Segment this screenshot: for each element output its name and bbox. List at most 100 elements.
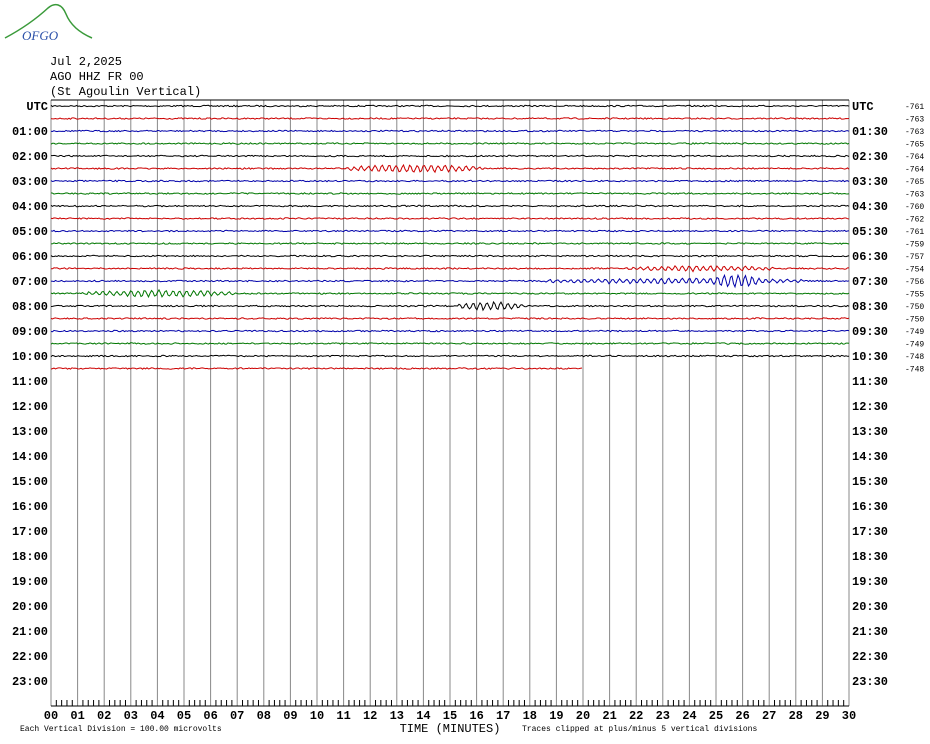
left-hour-label: 04:00 bbox=[12, 200, 48, 214]
trace bbox=[50, 104, 850, 108]
right-hour-label: 06:30 bbox=[852, 250, 888, 264]
trace-offset: -749 bbox=[905, 328, 924, 337]
right-hour-label: 11:30 bbox=[852, 375, 888, 389]
x-tick-label: 26 bbox=[735, 709, 749, 723]
left-hour-label: 03:00 bbox=[12, 175, 48, 189]
x-tick-label: 02 bbox=[97, 709, 111, 723]
left-hour-label: 14:00 bbox=[12, 450, 48, 464]
trace-offset: -763 bbox=[905, 116, 924, 125]
x-tick-label: 01 bbox=[70, 709, 84, 723]
trace-offset: -765 bbox=[905, 178, 924, 187]
right-hour-label: 05:30 bbox=[852, 225, 888, 239]
left-hour-label: 20:00 bbox=[12, 600, 48, 614]
trace bbox=[50, 204, 850, 208]
left-hour-label: 06:00 bbox=[12, 250, 48, 264]
trace bbox=[50, 192, 850, 195]
right-hour-label: 19:30 bbox=[852, 575, 888, 589]
right-hour-label: 15:30 bbox=[852, 475, 888, 489]
left-hour-label: 13:00 bbox=[12, 425, 48, 439]
left-hour-label: 17:00 bbox=[12, 525, 48, 539]
x-tick-label: 20 bbox=[576, 709, 590, 723]
x-tick-label: 15 bbox=[443, 709, 457, 723]
trace-offset: -762 bbox=[905, 216, 924, 225]
left-hour-label: 12:00 bbox=[12, 400, 48, 414]
trace-offset: -765 bbox=[905, 141, 924, 150]
right-hour-label: 20:30 bbox=[852, 600, 888, 614]
x-axis-title: TIME (MINUTES) bbox=[400, 722, 501, 736]
x-tick-label: 27 bbox=[762, 709, 776, 723]
right-hour-label: 03:30 bbox=[852, 175, 888, 189]
x-tick-label: 22 bbox=[629, 709, 643, 723]
right-hour-label: UTC bbox=[852, 100, 874, 114]
right-hour-label: 02:30 bbox=[852, 150, 888, 164]
clip-note: Traces clipped at plus/minus 5 vertical … bbox=[522, 725, 757, 734]
left-hour-label: 22:00 bbox=[12, 650, 48, 664]
trace bbox=[50, 229, 850, 233]
trace bbox=[50, 329, 850, 333]
x-tick-label: 29 bbox=[815, 709, 829, 723]
right-hour-label: 07:30 bbox=[852, 275, 888, 289]
left-hour-label: 11:00 bbox=[12, 375, 48, 389]
x-tick-label: 08 bbox=[257, 709, 271, 723]
trace bbox=[50, 354, 849, 358]
right-hour-label: 14:30 bbox=[852, 450, 888, 464]
trace bbox=[51, 154, 850, 158]
logo-text: OFGO bbox=[22, 28, 59, 43]
trace bbox=[50, 163, 850, 174]
location: (St Agoulin Vertical) bbox=[50, 85, 201, 99]
x-tick-label: 05 bbox=[177, 709, 191, 723]
right-hour-label: 01:30 bbox=[852, 125, 888, 139]
x-tick-label: 30 bbox=[842, 709, 856, 723]
left-hour-label: 15:00 bbox=[12, 475, 48, 489]
right-hour-label: 16:30 bbox=[852, 500, 888, 514]
trace-offset: -755 bbox=[905, 291, 924, 300]
right-hour-label: 22:30 bbox=[852, 650, 888, 664]
trace-offset: -763 bbox=[905, 191, 924, 200]
x-tick-label: 25 bbox=[709, 709, 723, 723]
x-tick-label: 24 bbox=[682, 709, 696, 723]
right-hour-label: 21:30 bbox=[852, 625, 888, 639]
trace bbox=[50, 129, 850, 133]
x-tick-label: 14 bbox=[416, 709, 430, 723]
trace-offset: -757 bbox=[905, 253, 924, 262]
trace-offset: -763 bbox=[905, 128, 924, 137]
trace bbox=[50, 254, 850, 258]
x-tick-label: 09 bbox=[283, 709, 297, 723]
x-tick-label: 11 bbox=[336, 709, 350, 723]
trace-offset: -764 bbox=[905, 166, 924, 175]
date: Jul 2,2025 bbox=[50, 55, 122, 69]
trace-offset: -761 bbox=[905, 228, 924, 237]
right-hour-label: 18:30 bbox=[852, 550, 888, 564]
trace bbox=[50, 317, 850, 320]
x-tick-label: 19 bbox=[549, 709, 563, 723]
trace-offset: -759 bbox=[905, 241, 924, 250]
trace-offset: -748 bbox=[905, 353, 924, 362]
trace-offset: -748 bbox=[905, 366, 924, 375]
right-hour-label: 04:30 bbox=[852, 200, 888, 214]
left-hour-label: 10:00 bbox=[12, 350, 48, 364]
left-hour-label: 21:00 bbox=[12, 625, 48, 639]
trace bbox=[50, 342, 850, 345]
trace bbox=[50, 273, 850, 289]
left-hour-label: 16:00 bbox=[12, 500, 48, 514]
trace-offset: -749 bbox=[905, 341, 924, 350]
right-hour-label: 23:30 bbox=[852, 675, 888, 689]
logo-mark bbox=[4, 3, 93, 39]
left-hour-label: 08:00 bbox=[12, 300, 48, 314]
x-tick-label: 16 bbox=[469, 709, 483, 723]
left-hour-label: 07:00 bbox=[12, 275, 48, 289]
x-tick-label: 17 bbox=[496, 709, 510, 723]
left-hour-label: 09:00 bbox=[12, 325, 48, 339]
left-hour-label: 19:00 bbox=[12, 575, 48, 589]
left-hour-label: 01:00 bbox=[12, 125, 48, 139]
x-tick-label: 03 bbox=[124, 709, 138, 723]
scale-note: Each Vertical Division = 100.00 microvol… bbox=[20, 725, 222, 734]
trace bbox=[50, 367, 583, 370]
left-hour-label: 18:00 bbox=[12, 550, 48, 564]
left-hour-label: UTC bbox=[26, 100, 48, 114]
trace-offset: -764 bbox=[905, 153, 924, 162]
x-tick-label: 23 bbox=[656, 709, 670, 723]
x-tick-label: 04 bbox=[150, 709, 164, 723]
trace bbox=[50, 142, 850, 145]
left-hour-label: 05:00 bbox=[12, 225, 48, 239]
